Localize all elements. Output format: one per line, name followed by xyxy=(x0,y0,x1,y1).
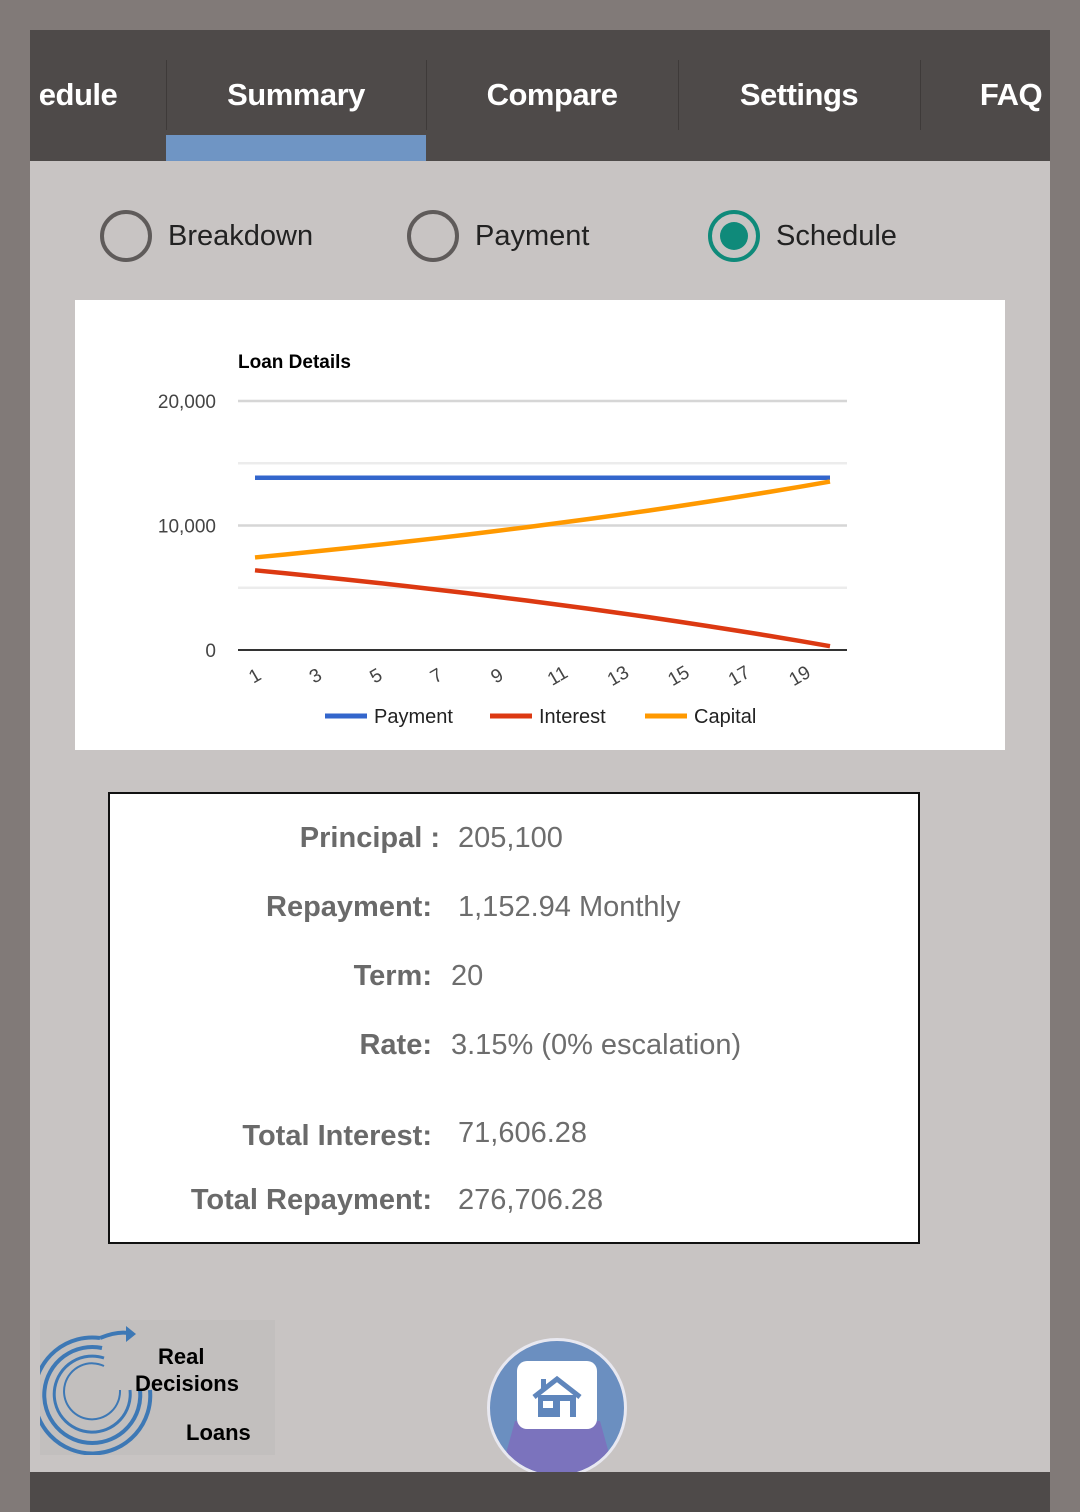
tab-settings[interactable]: Settings xyxy=(739,76,859,112)
tab-bar: edule Summary Compare Settings FAQ xyxy=(30,30,1050,161)
total-repayment-value: 276,706.28 xyxy=(458,1184,604,1216)
radio-selected-icon xyxy=(708,210,760,262)
legend-label: Payment xyxy=(374,706,453,728)
app: edule Summary Compare Settings FAQ Break… xyxy=(30,30,1050,1512)
radio-circle-icon xyxy=(407,210,459,262)
x-tick-label: 3 xyxy=(306,665,326,688)
x-tick-label: 13 xyxy=(604,662,633,691)
x-tick-label: 1 xyxy=(245,665,265,688)
radio-circle-icon xyxy=(100,210,152,262)
repayment-label: Repayment: xyxy=(266,891,432,923)
term-label: Term: xyxy=(353,960,432,992)
svg-text:Real: Real xyxy=(158,1344,204,1369)
rate-label: Rate: xyxy=(359,1029,432,1061)
tab-divider xyxy=(920,60,921,130)
x-tick-label: 9 xyxy=(488,665,508,688)
y-tick-label: 20,000 xyxy=(158,392,216,413)
svg-text:Loans: Loans xyxy=(186,1420,251,1445)
tab-compare[interactable]: Compare xyxy=(486,76,618,112)
bottom-bar xyxy=(30,1472,1050,1512)
tab-divider xyxy=(166,60,167,130)
spiral-logo-icon: Real Decisions Loans xyxy=(32,1326,251,1456)
real-decisions-logo: Real Decisions Loans xyxy=(32,1320,275,1456)
legend-label: Interest xyxy=(539,706,606,728)
total-repayment-label: Total Repayment: xyxy=(190,1184,432,1216)
repayment-value: 1,152.94 Monthly xyxy=(458,891,681,923)
x-tick-label: 15 xyxy=(665,662,694,691)
loan-summary-panel: Principal : 205,100 Repayment: 1,152.94 Mo… xyxy=(108,792,920,1244)
radio-breakdown[interactable]: Breakdown xyxy=(100,210,313,262)
x-tick-label: 17 xyxy=(725,662,754,691)
series-line-capital xyxy=(254,479,831,560)
tab-faq[interactable]: FAQ xyxy=(979,76,1043,112)
home-icon xyxy=(500,1361,615,1475)
radio-payment[interactable]: Payment xyxy=(407,210,589,262)
total-interest-value: 71,606.28 xyxy=(458,1117,588,1149)
radio-schedule[interactable]: Schedule xyxy=(708,210,897,262)
tab-summary[interactable]: Summary xyxy=(227,76,365,112)
total-interest-label: Total Interest: xyxy=(242,1120,432,1152)
svg-text:Decisions: Decisions xyxy=(135,1371,239,1396)
y-tick-label: 0 xyxy=(205,641,216,662)
x-tick-label: 7 xyxy=(427,665,447,688)
chart-title: Loan Details xyxy=(238,352,351,373)
tab-divider xyxy=(678,60,679,130)
series-line-interest xyxy=(254,568,831,649)
principal-value: 205,100 xyxy=(458,822,563,854)
active-tab-indicator xyxy=(166,135,426,161)
loan-details-chart: Loan Details 20,000 10,000 0 1 3 5 7 9 11 13 15 17 1… xyxy=(75,300,1005,750)
term-value: 20 xyxy=(451,960,484,992)
legend-label: Capital xyxy=(694,706,756,728)
x-tick-label: 19 xyxy=(786,662,815,691)
principal-label: Principal : xyxy=(299,822,440,854)
tab-schedule[interactable]: edule xyxy=(38,76,118,112)
x-tick-label: 11 xyxy=(544,662,572,690)
y-tick-label: 10,000 xyxy=(158,517,216,538)
tab-divider xyxy=(426,60,427,130)
home-button[interactable] xyxy=(487,1338,627,1478)
rate-value: 3.15% (0% escalation) xyxy=(451,1029,742,1061)
x-tick-label: 5 xyxy=(366,665,386,688)
